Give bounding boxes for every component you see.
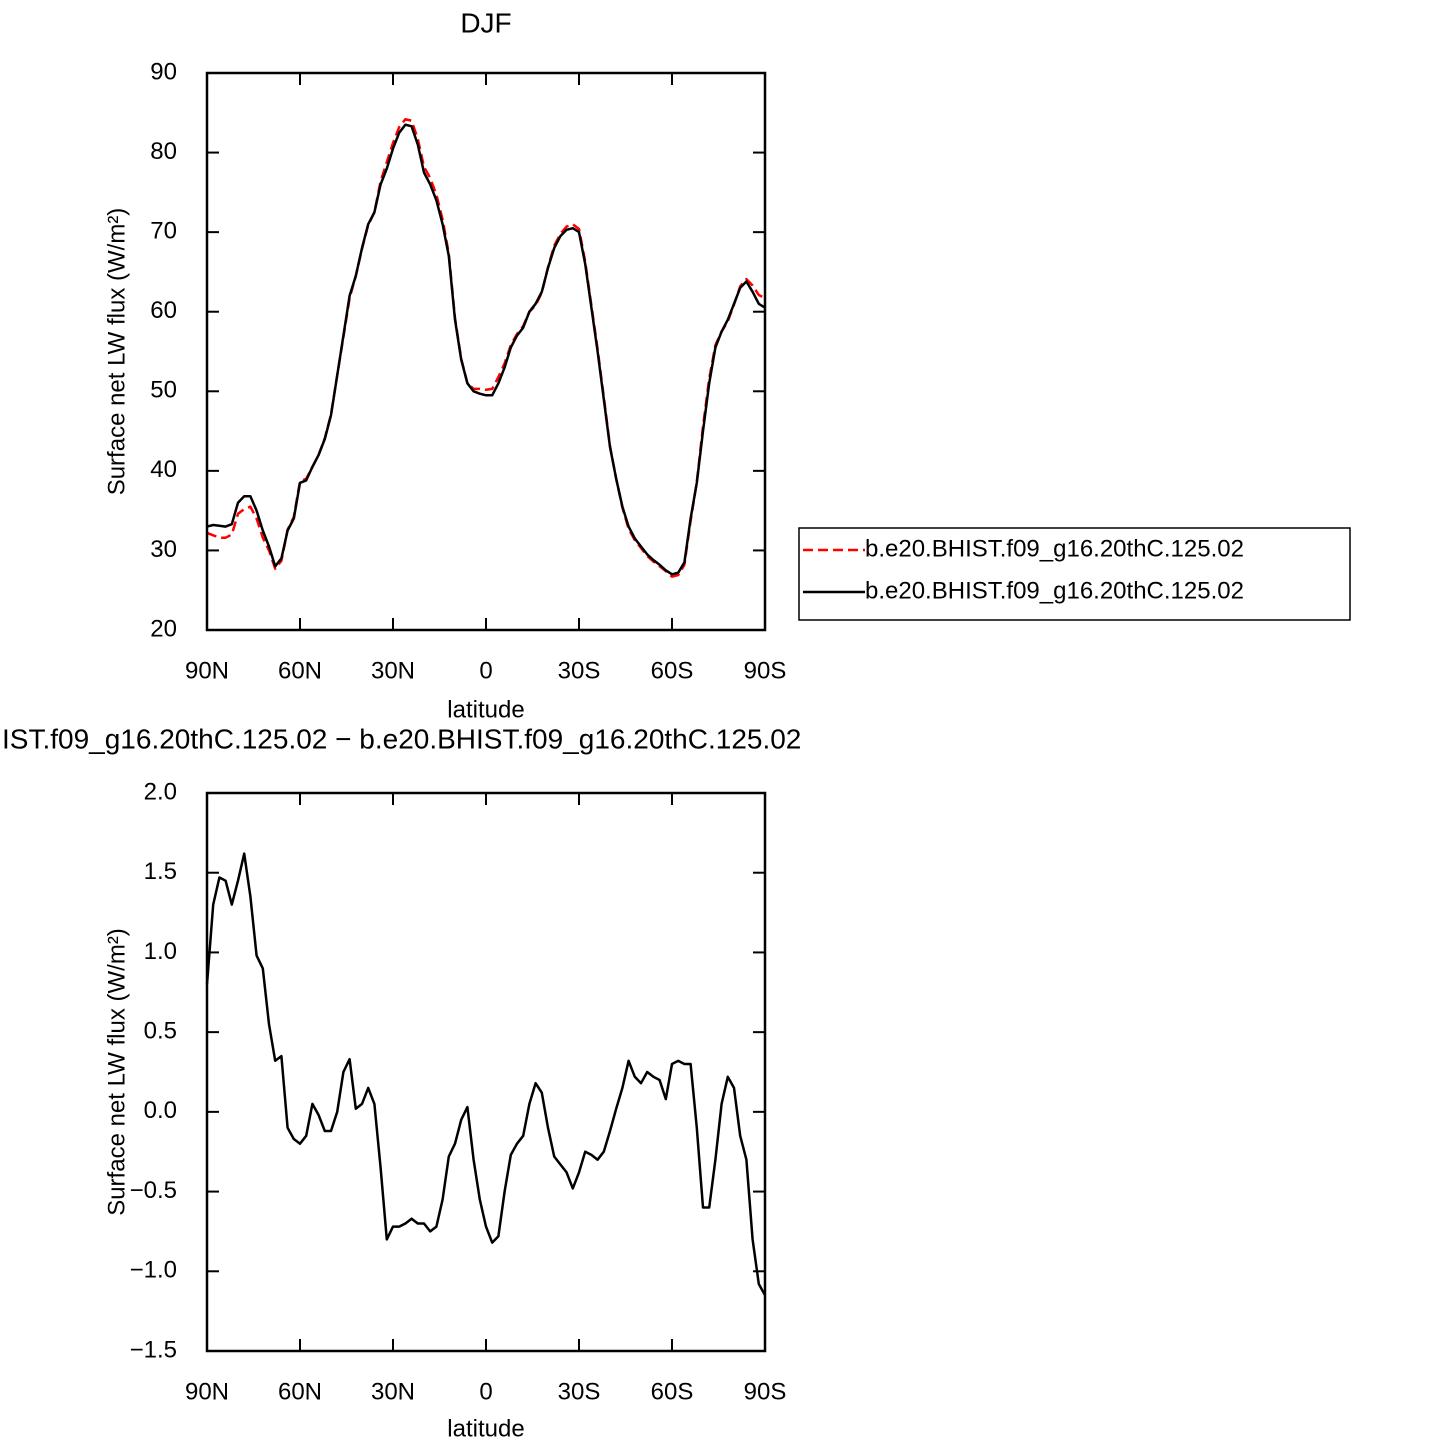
y-axis-label: Surface net LW flux (W/m²) bbox=[103, 928, 130, 1216]
x-axis-label: latitude bbox=[447, 696, 524, 723]
x-tick-label: 60S bbox=[651, 1378, 694, 1405]
y-tick-label: 2.0 bbox=[144, 778, 177, 805]
data-line bbox=[205, 852, 767, 1296]
x-axis-label: latitude bbox=[447, 1415, 524, 1442]
y-tick-label: 50 bbox=[150, 377, 177, 404]
x-tick-label: 30N bbox=[371, 1378, 415, 1405]
plot-frame bbox=[205, 71, 767, 632]
x-tick-label: 60S bbox=[651, 657, 694, 684]
plot-frame bbox=[205, 791, 767, 1353]
y-tick-label: −0.5 bbox=[130, 1177, 177, 1204]
y-tick-label: 0.5 bbox=[144, 1017, 177, 1044]
x-tick-label: 90N bbox=[185, 1378, 229, 1405]
x-tick-label: 90S bbox=[744, 657, 787, 684]
y-tick-label: 1.5 bbox=[144, 858, 177, 885]
data-line bbox=[206, 117, 766, 578]
y-tick-label: 90 bbox=[150, 58, 177, 85]
legend-box bbox=[798, 527, 1351, 621]
y-tick-label: 70 bbox=[150, 217, 177, 244]
y-tick-label: 30 bbox=[150, 536, 177, 563]
x-tick-label: 30S bbox=[558, 657, 601, 684]
chart-title: IST.f09_g16.20thC.125.02 − b.e20.BHIST.f… bbox=[2, 723, 801, 754]
legend-label: b.e20.BHIST.f09_g16.20thC.125.02 bbox=[865, 577, 1244, 604]
y-tick-label: 80 bbox=[150, 138, 177, 165]
y-tick-label: −1.5 bbox=[130, 1336, 177, 1363]
y-tick-label: 60 bbox=[150, 297, 177, 324]
y-tick-label: 0.0 bbox=[144, 1097, 177, 1124]
x-tick-label: 0 bbox=[479, 657, 492, 684]
y-axis-label: Surface net LW flux (W/m²) bbox=[103, 208, 130, 496]
x-tick-label: 90N bbox=[185, 657, 229, 684]
y-tick-label: −1.0 bbox=[130, 1257, 177, 1284]
chart-title: DJF bbox=[460, 7, 511, 38]
y-tick-label: 20 bbox=[150, 615, 177, 642]
x-tick-label: 30N bbox=[371, 657, 415, 684]
y-tick-label: 40 bbox=[150, 456, 177, 483]
x-tick-label: 0 bbox=[479, 1378, 492, 1405]
legend-label: b.e20.BHIST.f09_g16.20thC.125.02 bbox=[865, 535, 1244, 562]
x-tick-label: 30S bbox=[558, 1378, 601, 1405]
x-tick-label: 60N bbox=[278, 657, 322, 684]
y-tick-label: 1.0 bbox=[144, 938, 177, 965]
x-tick-label: 90S bbox=[744, 1378, 787, 1405]
data-line bbox=[206, 123, 766, 576]
x-tick-label: 60N bbox=[278, 1378, 322, 1405]
